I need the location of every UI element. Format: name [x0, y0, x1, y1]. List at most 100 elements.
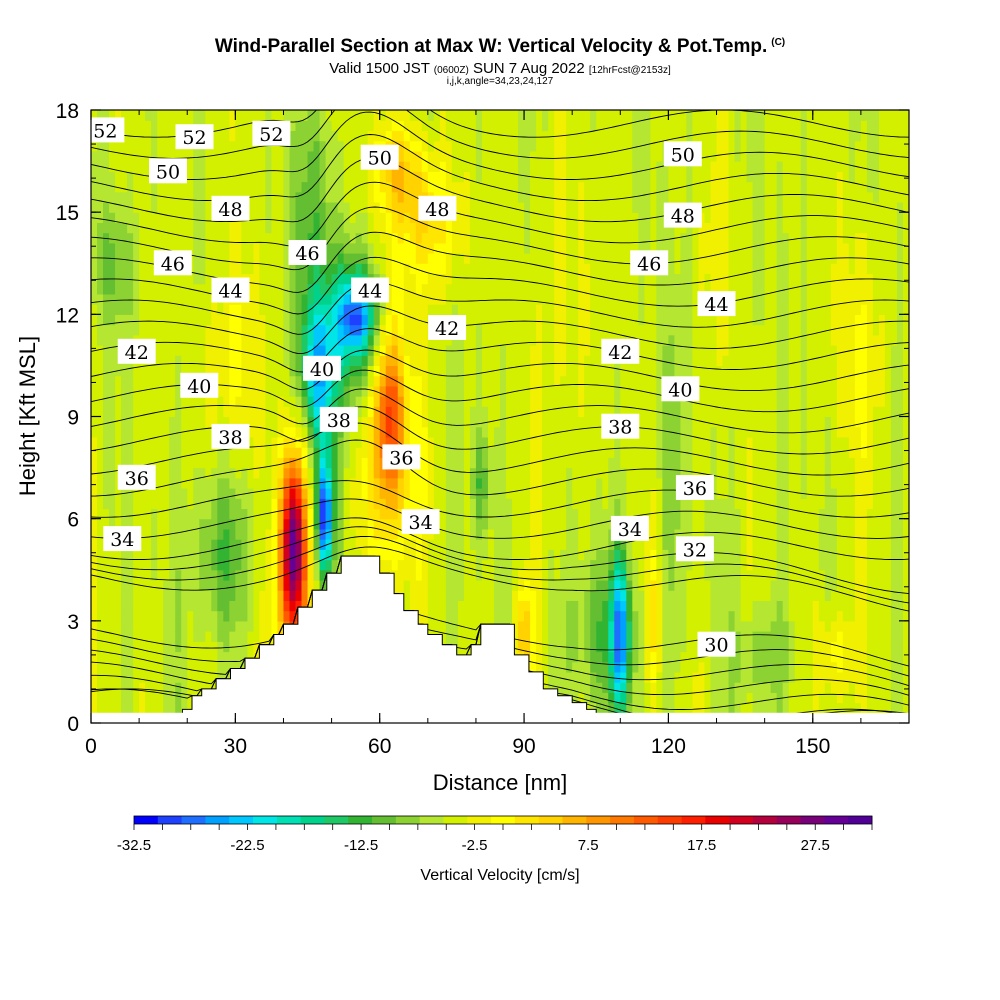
field-cell — [506, 283, 513, 295]
field-cell — [109, 140, 116, 152]
field-cell — [217, 181, 224, 193]
field-cell — [115, 314, 122, 326]
field-cell — [463, 508, 471, 520]
field-cell — [331, 293, 339, 305]
field-cell — [265, 161, 273, 172]
field-cell — [445, 631, 453, 642]
field-cell — [512, 355, 519, 367]
field-cell — [247, 569, 254, 581]
field-cell — [487, 436, 495, 448]
field-cell — [163, 334, 170, 346]
field-cell — [349, 263, 357, 275]
field-cell — [451, 498, 459, 510]
field-cell — [199, 406, 206, 418]
field-cell — [289, 293, 297, 305]
field-cell — [530, 150, 537, 162]
field-cell — [247, 314, 254, 326]
field-cell — [217, 406, 224, 418]
field-cell — [151, 579, 158, 591]
field-cell — [217, 467, 224, 479]
field-cell — [457, 201, 465, 213]
field-cell — [566, 242, 573, 254]
field-cell — [103, 436, 110, 448]
field-cell — [451, 590, 459, 601]
field-cell — [530, 344, 537, 356]
field-cell — [439, 293, 447, 305]
field-cell — [331, 140, 339, 152]
field-cell — [313, 467, 321, 479]
field-cell — [445, 447, 453, 458]
field-cell — [487, 222, 495, 234]
field-cell — [115, 426, 122, 438]
field-cell — [175, 324, 182, 336]
field-cell — [163, 181, 170, 193]
field-cell — [115, 692, 122, 704]
field-cell — [259, 549, 267, 561]
field-cell — [373, 539, 381, 550]
field-cell — [439, 559, 447, 571]
field-cell — [530, 498, 537, 510]
field-cell — [319, 181, 327, 193]
field-cell — [211, 314, 218, 326]
field-cell — [500, 314, 507, 326]
field-cell — [157, 518, 164, 530]
field-cell — [493, 436, 501, 448]
field-cell — [295, 314, 303, 326]
field-cell — [566, 304, 573, 315]
field-cell — [343, 467, 351, 479]
field-cell — [325, 273, 333, 285]
field-cell — [542, 488, 549, 499]
field-cell — [578, 344, 585, 356]
field-cell — [223, 334, 230, 346]
field-cell — [187, 365, 194, 377]
field-cell — [235, 150, 242, 162]
field-cell — [481, 518, 489, 530]
field-cell — [475, 324, 483, 336]
field-cell — [133, 590, 140, 601]
field-cell — [193, 457, 200, 469]
field-cell — [518, 324, 525, 336]
field-cell — [512, 549, 519, 561]
field-cell — [235, 130, 242, 142]
field-cell — [109, 324, 116, 336]
field-cell — [427, 447, 435, 458]
field-cell — [530, 488, 537, 499]
field-cell — [481, 110, 489, 121]
field-cell — [457, 559, 465, 571]
field-cell — [506, 488, 513, 499]
field-cell — [493, 600, 501, 612]
field-cell — [337, 375, 345, 387]
field-cell — [277, 293, 285, 305]
field-cell — [463, 620, 471, 632]
field-cell — [241, 344, 248, 356]
field-cell — [349, 191, 357, 203]
field-cell — [157, 150, 164, 162]
field-cell — [506, 610, 513, 622]
field-cell — [554, 590, 561, 601]
field-cell — [139, 222, 146, 234]
field-cell — [271, 355, 279, 367]
field-cell — [205, 682, 212, 693]
field-cell — [253, 559, 261, 571]
field-cell — [427, 396, 435, 407]
field-cell — [367, 253, 375, 264]
field-cell — [97, 191, 104, 203]
field-cell — [475, 467, 483, 479]
field-cell — [181, 467, 188, 479]
field-cell — [325, 559, 333, 571]
field-cell — [217, 314, 224, 326]
field-cell — [572, 181, 579, 193]
field-cell — [391, 498, 399, 510]
field-cell — [367, 171, 375, 183]
field-cell — [121, 263, 128, 275]
field-cell — [433, 334, 441, 346]
field-cell — [463, 488, 471, 499]
field-cell — [542, 631, 549, 642]
field-cell — [524, 569, 531, 581]
field-cell — [572, 396, 579, 407]
field-cell — [445, 396, 453, 407]
field-cell — [157, 436, 164, 448]
field-cell — [103, 620, 110, 632]
field-cell — [103, 569, 110, 581]
field-cell — [415, 304, 423, 315]
